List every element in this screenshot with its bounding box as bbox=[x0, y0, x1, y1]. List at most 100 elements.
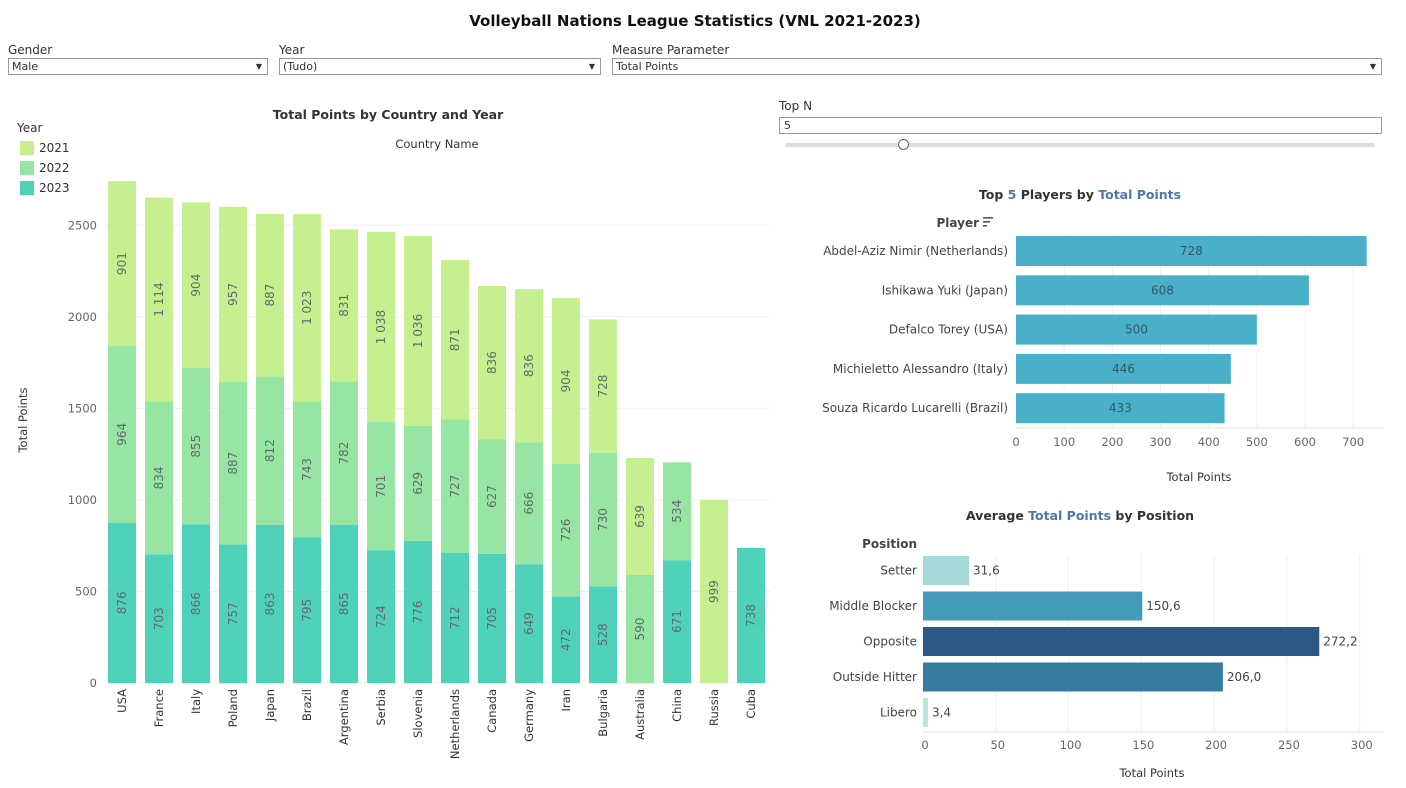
gender-filter: Gender Male ▼ bbox=[8, 42, 268, 75]
x-tick-label: 600 bbox=[1294, 435, 1316, 449]
player-label: Michieletto Alessandro (Italy) bbox=[833, 362, 1008, 376]
bar-segment bbox=[552, 596, 580, 683]
position-avg-chart: Average Total Points by Position Position… bbox=[829, 508, 1384, 780]
gender-dropdown[interactable]: Male ▼ bbox=[8, 58, 268, 75]
legend-label: 2022 bbox=[39, 161, 70, 175]
bar-segment bbox=[626, 457, 654, 575]
data-label: 887 bbox=[226, 452, 240, 475]
data-label: 534 bbox=[670, 500, 684, 523]
legend-item-2022[interactable]: 2022 bbox=[20, 161, 70, 175]
bar-segment bbox=[256, 524, 284, 683]
chart-title-part: 5 bbox=[1008, 187, 1017, 202]
topn-slider-track[interactable] bbox=[785, 143, 1375, 147]
bar-segment bbox=[293, 214, 321, 402]
data-label: 964 bbox=[115, 423, 129, 446]
x-tick-label: USA bbox=[115, 689, 129, 713]
bar-segment bbox=[367, 550, 395, 683]
x-tick-label: Australia bbox=[633, 689, 647, 740]
data-label: 855 bbox=[189, 435, 203, 458]
data-label: 836 bbox=[485, 351, 499, 374]
data-label: 701 bbox=[374, 475, 388, 498]
bar bbox=[1016, 275, 1309, 306]
chart-title-part: Average bbox=[966, 508, 1028, 523]
x-tick-label: Germany bbox=[522, 689, 536, 742]
data-label: 150,6 bbox=[1146, 599, 1180, 613]
x-tick-label: 100 bbox=[1060, 738, 1082, 752]
bar-segment bbox=[330, 229, 358, 382]
bar-segment bbox=[589, 319, 617, 453]
topn-input[interactable]: 5 bbox=[779, 117, 1382, 134]
chevron-down-icon: ▼ bbox=[255, 62, 262, 71]
bar-segment bbox=[367, 422, 395, 551]
data-label: 831 bbox=[337, 294, 351, 317]
data-label: 957 bbox=[226, 283, 240, 306]
position-label: Libero bbox=[880, 706, 917, 720]
data-label: 795 bbox=[300, 599, 314, 622]
topn-slider-thumb[interactable] bbox=[898, 139, 909, 150]
data-label: 904 bbox=[189, 274, 203, 297]
legend-item-2021[interactable]: 2021 bbox=[20, 141, 70, 155]
data-label: 1 114 bbox=[152, 282, 166, 316]
x-tick-label: China bbox=[670, 689, 684, 722]
data-label: 999 bbox=[707, 580, 721, 603]
measure-dropdown[interactable]: Total Points ▼ bbox=[612, 58, 1382, 75]
country-year-chart: Total Points by Country and Year Country … bbox=[16, 107, 770, 759]
bar-segment bbox=[478, 553, 506, 683]
x-tick-label: 300 bbox=[1351, 738, 1373, 752]
bar-segment bbox=[367, 232, 395, 423]
x-tick-label: Canada bbox=[485, 689, 499, 733]
bar-segment bbox=[219, 381, 247, 545]
data-label: 3,4 bbox=[932, 706, 951, 720]
x-tick-label: 700 bbox=[1342, 435, 1364, 449]
bar-segment bbox=[478, 286, 506, 440]
bar-segment bbox=[441, 260, 469, 420]
data-label: 1 023 bbox=[300, 291, 314, 325]
chart-title-part: Total Points bbox=[1028, 508, 1111, 523]
chart-title: Total Points by Country and Year bbox=[273, 107, 504, 122]
bar bbox=[923, 662, 1223, 692]
bar-segment bbox=[219, 544, 247, 683]
data-label: 866 bbox=[189, 592, 203, 615]
legend-swatch bbox=[20, 181, 34, 195]
legend-label: 2023 bbox=[39, 181, 70, 195]
gender-filter-label: Gender bbox=[8, 43, 53, 57]
year-dropdown-value: (Tudo) bbox=[283, 60, 318, 73]
bar-segment bbox=[182, 524, 210, 683]
legend-title: Year bbox=[17, 121, 43, 135]
data-label: 728 bbox=[1180, 244, 1203, 258]
year-filter: Year (Tudo) ▼ bbox=[279, 42, 601, 75]
bar bbox=[923, 556, 970, 585]
bar-segment bbox=[108, 181, 136, 347]
year-dropdown[interactable]: (Tudo) ▼ bbox=[279, 58, 601, 75]
x-tick-label: 150 bbox=[1132, 738, 1154, 752]
x-tick-label: Iran bbox=[559, 689, 573, 711]
x-tick-label: Netherlands bbox=[448, 689, 462, 759]
bar-segment bbox=[145, 554, 173, 683]
bar-segment bbox=[589, 452, 617, 587]
x-tick-label: 200 bbox=[1101, 435, 1123, 449]
bar-segment bbox=[293, 401, 321, 538]
legend-item-2023[interactable]: 2023 bbox=[20, 181, 70, 195]
data-label: 31,6 bbox=[973, 564, 1000, 578]
data-label: 703 bbox=[152, 607, 166, 630]
x-tick-label: 200 bbox=[1205, 738, 1227, 752]
legend-swatch bbox=[20, 161, 34, 175]
measure-dropdown-value: Total Points bbox=[616, 60, 679, 73]
bar-segment bbox=[293, 537, 321, 683]
y-tick-label: 1500 bbox=[68, 401, 97, 415]
bar bbox=[1016, 393, 1225, 424]
bar-segment bbox=[330, 381, 358, 525]
bar-segment bbox=[589, 586, 617, 683]
data-label: 627 bbox=[485, 485, 499, 508]
data-label: 629 bbox=[411, 472, 425, 495]
data-label: 446 bbox=[1112, 362, 1135, 376]
bar-segment bbox=[552, 463, 580, 597]
x-tick-label: 400 bbox=[1198, 435, 1220, 449]
data-label: 812 bbox=[263, 439, 277, 462]
sort-icon-bar bbox=[983, 221, 990, 223]
bar-segment bbox=[663, 560, 691, 683]
data-label: 705 bbox=[485, 607, 499, 630]
data-label: 730 bbox=[596, 508, 610, 531]
bar-segment bbox=[182, 202, 210, 368]
bar-segment bbox=[478, 439, 506, 554]
